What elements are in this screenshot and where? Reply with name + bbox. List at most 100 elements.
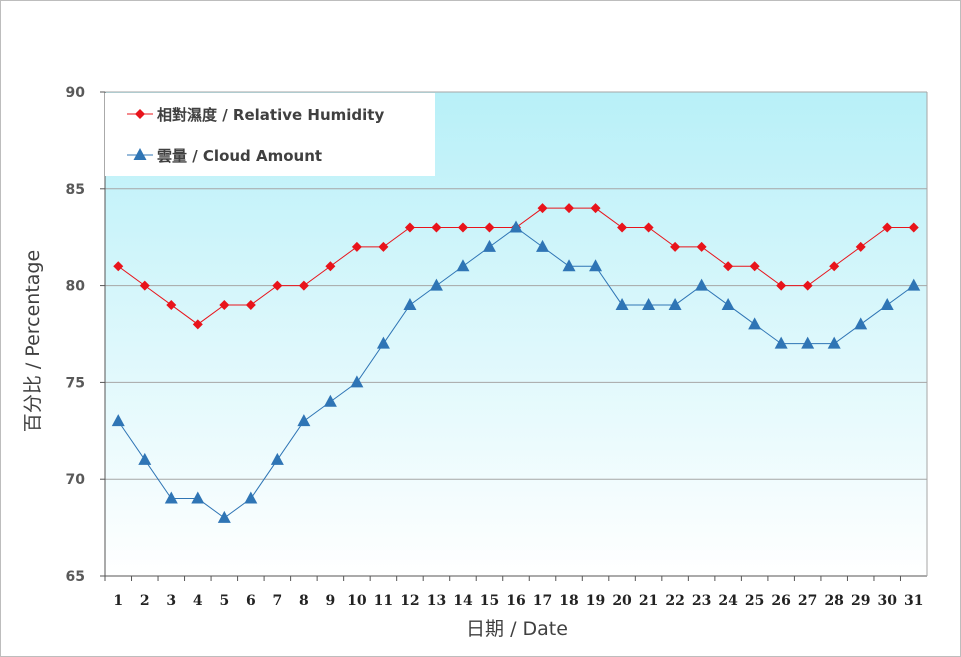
data-point (297, 414, 311, 427)
legend-label: 雲量 / Cloud Amount (157, 147, 322, 165)
x-tick-label: 25 (745, 593, 764, 609)
data-point (113, 261, 124, 272)
data-point (404, 222, 415, 233)
data-point (827, 336, 841, 349)
data-point (192, 319, 203, 330)
data-point (670, 241, 681, 252)
data-point (854, 317, 868, 330)
data-point (244, 491, 258, 504)
y-tick-label: 70 (66, 472, 86, 488)
x-tick-label: 10 (347, 593, 367, 609)
data-point (457, 222, 468, 233)
x-tick-label: 6 (246, 593, 256, 609)
y-tick-label: 90 (66, 85, 86, 101)
x-tick-label: 1 (113, 593, 123, 609)
data-point (748, 317, 762, 330)
x-tick-label: 7 (272, 593, 282, 609)
data-point (537, 203, 548, 214)
x-tick-label: 4 (193, 593, 203, 609)
data-point (882, 222, 893, 233)
x-tick-label: 18 (559, 593, 578, 609)
x-tick-label: 23 (692, 593, 711, 609)
data-point (829, 261, 840, 272)
data-point (880, 297, 894, 310)
x-tick-label: 24 (718, 593, 738, 609)
x-tick-label: 12 (400, 593, 419, 609)
data-point (403, 297, 417, 310)
x-tick-label: 17 (533, 593, 552, 609)
y-tick-label: 65 (66, 569, 85, 585)
data-point (431, 222, 442, 233)
data-point (139, 280, 150, 291)
data-point (245, 299, 256, 310)
data-point (536, 239, 550, 252)
x-tick-label: 9 (326, 593, 336, 609)
x-tick-label: 19 (586, 593, 605, 609)
x-tick-label: 22 (665, 593, 684, 609)
data-point (111, 414, 125, 427)
data-point (191, 491, 205, 504)
data-point (801, 336, 815, 349)
legend-marker (133, 148, 147, 160)
data-point (564, 203, 575, 214)
legend: 相對濕度 / Relative Humidity 雲量 / Cloud Amoun… (105, 93, 435, 176)
data-point (323, 394, 337, 407)
x-tick-label: 28 (824, 593, 843, 609)
x-tick-label: 16 (506, 593, 525, 609)
data-point (723, 261, 734, 272)
x-tick-label: 3 (166, 593, 176, 609)
data-point (509, 220, 523, 233)
data-point (166, 299, 177, 310)
y-axis-title: 百分比 / Percentage (22, 250, 44, 432)
x-tick-label: 13 (427, 593, 446, 609)
x-tick-label: 26 (771, 593, 790, 609)
legend-marker (135, 109, 145, 119)
x-tick-label: 8 (299, 593, 309, 609)
data-point (429, 278, 443, 291)
data-point (776, 280, 787, 291)
data-point (350, 375, 364, 388)
data-point (376, 336, 390, 349)
data-point (721, 297, 735, 310)
data-point (695, 278, 709, 291)
data-point (855, 241, 866, 252)
data-point (749, 261, 760, 272)
x-tick-label: 31 (904, 593, 923, 609)
data-point (219, 299, 230, 310)
data-point (642, 297, 656, 310)
x-tick-label: 5 (219, 593, 229, 609)
x-tick-label: 29 (851, 593, 870, 609)
y-tick-label: 75 (66, 375, 85, 391)
data-point (774, 336, 788, 349)
data-point (351, 241, 362, 252)
data-point (615, 297, 629, 310)
x-tick-label: 14 (453, 593, 473, 609)
data-point (696, 241, 707, 252)
legend-label: 相對濕度 / Relative Humidity (157, 106, 384, 124)
data-point (589, 259, 603, 272)
x-tick-label: 2 (140, 593, 150, 609)
x-tick-label: 27 (798, 593, 817, 609)
data-point (164, 491, 178, 504)
x-axis-title: 日期 / Date (466, 618, 568, 640)
data-point (562, 259, 576, 272)
data-point (617, 222, 628, 233)
data-point (643, 222, 654, 233)
data-point (272, 280, 283, 291)
data-point (590, 203, 601, 214)
x-tick-label: 21 (639, 593, 658, 609)
data-point (217, 510, 231, 523)
data-point (802, 280, 813, 291)
data-point (138, 452, 152, 465)
x-tick-label: 11 (374, 593, 393, 609)
data-point (908, 222, 919, 233)
data-point (378, 241, 389, 252)
data-point (668, 297, 682, 310)
y-tick-label: 80 (66, 279, 86, 295)
data-point (907, 278, 921, 291)
data-point (298, 280, 309, 291)
x-tick-label: 30 (877, 593, 897, 609)
x-tick-label: 15 (480, 593, 499, 609)
